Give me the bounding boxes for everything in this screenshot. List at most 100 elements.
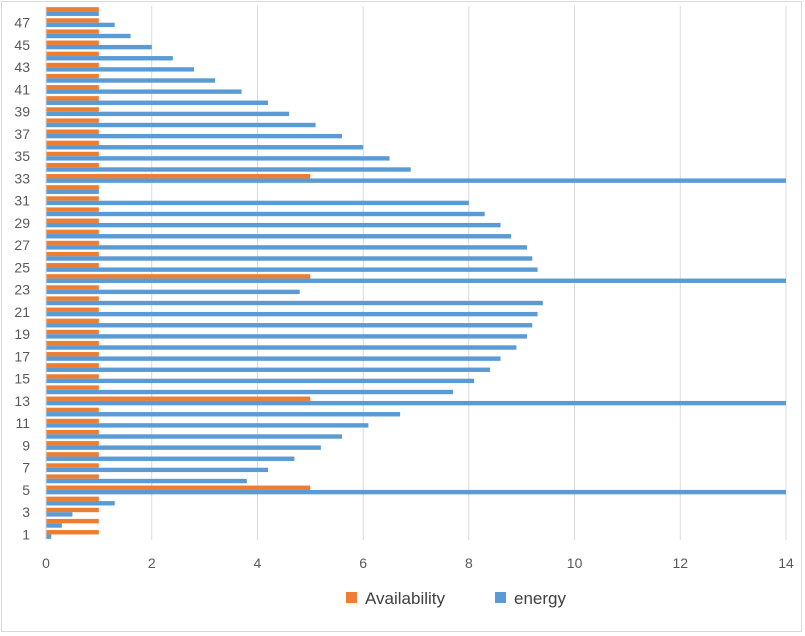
y-tick-label-29: 29 [14,215,30,231]
bar-energy-1 [46,534,52,539]
y-tick-label-39: 39 [14,104,30,120]
bar-energy-38 [46,122,316,128]
bar-availability-14 [46,385,99,390]
bar-energy-27 [46,245,527,250]
bar-availability-2 [46,518,99,524]
y-tick-label-1: 1 [22,526,30,542]
x-tick-label-10: 10 [567,555,583,571]
bar-energy-18 [46,345,517,350]
bar-availability-26 [46,251,99,257]
x-tick-label-6: 6 [359,555,367,571]
bar-energy-30 [46,211,485,217]
bar-availability-45 [46,40,99,45]
x-tick-label-12: 12 [672,555,688,571]
bar-availability-5 [46,485,311,490]
bar-energy-4 [46,501,115,506]
bar-availability-48 [46,7,99,12]
legend-swatch-availability [346,592,357,603]
bar-availability-20 [46,318,99,324]
legend: Availability energy [346,589,566,608]
bar-availability-38 [46,118,99,123]
bar-energy-32 [46,189,99,194]
bar-energy-3 [46,512,73,517]
bar-availability-34 [46,162,99,168]
bar-energy-33 [46,178,786,183]
bar-energy-21 [46,311,538,317]
y-tick-label-19: 19 [14,326,30,342]
y-axis: 1357911131517192123252729313335373941434… [14,6,47,542]
y-tick-label-25: 25 [14,259,30,275]
y-tick-label-45: 45 [14,37,30,53]
bar-energy-5 [46,489,786,495]
bar-availability-29 [46,218,99,223]
bar-energy-11 [46,423,369,428]
bar-availability-40 [46,96,99,101]
x-axis: 0 2 4 6 8 10 12 14 [42,555,794,571]
bar-energy-19 [46,334,527,339]
bar-availability-11 [46,418,99,424]
bar-availability-36 [46,140,99,146]
bar-availability-6 [46,474,99,479]
y-tick-label-33: 33 [14,170,30,186]
bar-energy-6 [46,478,247,484]
bar-energy-23 [46,289,300,295]
bar-availability-22 [46,296,99,301]
gridlines [151,6,787,540]
bar-availability-24 [46,274,311,279]
y-tick-label-21: 21 [14,304,30,320]
bar-energy-42 [46,78,216,83]
y-tick-label-7: 7 [22,460,30,476]
bar-availability-9 [46,441,99,446]
bar-availability-21 [46,307,99,312]
legend-label-availability: Availability [365,589,446,608]
legend-label-energy: energy [514,589,566,608]
bar-availability-33 [46,174,311,179]
bar-availability-43 [46,62,99,68]
bar-availability-46 [46,29,99,34]
bar-energy-40 [46,100,268,105]
bar-energy-45 [46,44,152,50]
bar-availability-37 [46,129,99,134]
bar-availability-19 [46,329,99,335]
bar-energy-14 [46,389,453,395]
y-tick-label-37: 37 [14,126,30,142]
y-tick-label-9: 9 [22,437,30,453]
bar-energy-15 [46,378,475,384]
bar-availability-12 [46,407,99,413]
bar-availability-44 [46,51,99,57]
y-tick-label-47: 47 [14,15,30,31]
bar-energy-37 [46,133,342,139]
bar-availability-15 [46,374,99,379]
bar-availability-41 [46,85,99,90]
y-tick-label-27: 27 [14,237,30,253]
bar-energy-36 [46,145,364,150]
bar-energy-26 [46,256,533,261]
bar-availability-32 [46,185,99,190]
bar-availability-1 [46,530,99,535]
bar-energy-9 [46,445,321,450]
bar-availability-18 [46,340,99,346]
bar-energy-10 [46,434,342,439]
bar-energy-31 [46,200,469,206]
bar-availability-28 [46,229,99,235]
bar-energy-25 [46,267,538,272]
bar-energy-20 [46,323,533,328]
bar-energy-17 [46,356,501,361]
bar-energy-16 [46,367,490,372]
bar-energy-29 [46,222,501,228]
y-tick-label-43: 43 [14,59,30,75]
x-tick-label-4: 4 [254,555,262,571]
bar-availability-23 [46,285,99,290]
bar-energy-46 [46,33,131,39]
bar-energy-24 [46,278,786,283]
bar-availability-30 [46,207,99,212]
y-tick-label-41: 41 [14,81,30,97]
bar-energy-34 [46,167,411,172]
y-tick-label-15: 15 [14,371,30,387]
x-tick-label-14: 14 [778,555,794,571]
bar-availability-3 [46,507,99,513]
bar-availability-39 [46,107,99,112]
bar-energy-39 [46,111,290,117]
x-tick-label-2: 2 [148,555,156,571]
bar-energy-28 [46,234,512,239]
